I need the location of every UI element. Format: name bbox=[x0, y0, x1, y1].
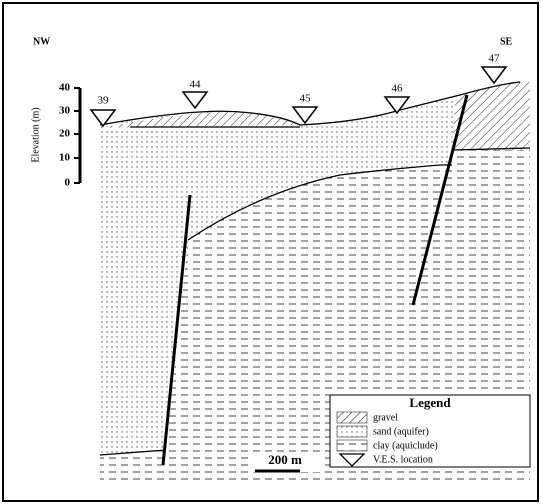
cross-section: 40 30 20 10 0 Elevation (m) NW SE 39 44 … bbox=[0, 0, 541, 504]
tick-label: 20 bbox=[59, 128, 71, 140]
legend-label: clay (aquiclude) bbox=[373, 440, 438, 451]
ves-label: 39 bbox=[98, 95, 110, 107]
legend-label: V.E.S. location bbox=[373, 454, 433, 465]
direction-label: SE bbox=[500, 36, 513, 47]
ves-label: 46 bbox=[392, 83, 404, 95]
direction-label: NW bbox=[33, 36, 50, 47]
tick-label: 10 bbox=[59, 152, 71, 164]
legend-swatch bbox=[337, 426, 367, 437]
tick-label: 0 bbox=[65, 177, 71, 189]
scale-label: 200 m bbox=[268, 452, 302, 467]
ves-label: 47 bbox=[489, 53, 501, 65]
tick-label: 40 bbox=[59, 82, 71, 94]
legend-swatch bbox=[337, 440, 367, 451]
ves-label: 44 bbox=[190, 79, 202, 91]
legend-swatch bbox=[337, 412, 367, 423]
ves-label: 45 bbox=[300, 93, 312, 105]
axis-label: Elevation (m) bbox=[30, 107, 41, 162]
legend-title: Legend bbox=[409, 395, 451, 410]
legend-label: sand (aquifer) bbox=[373, 426, 429, 437]
legend-label: gravel bbox=[373, 412, 398, 423]
tick-label: 30 bbox=[59, 105, 71, 117]
